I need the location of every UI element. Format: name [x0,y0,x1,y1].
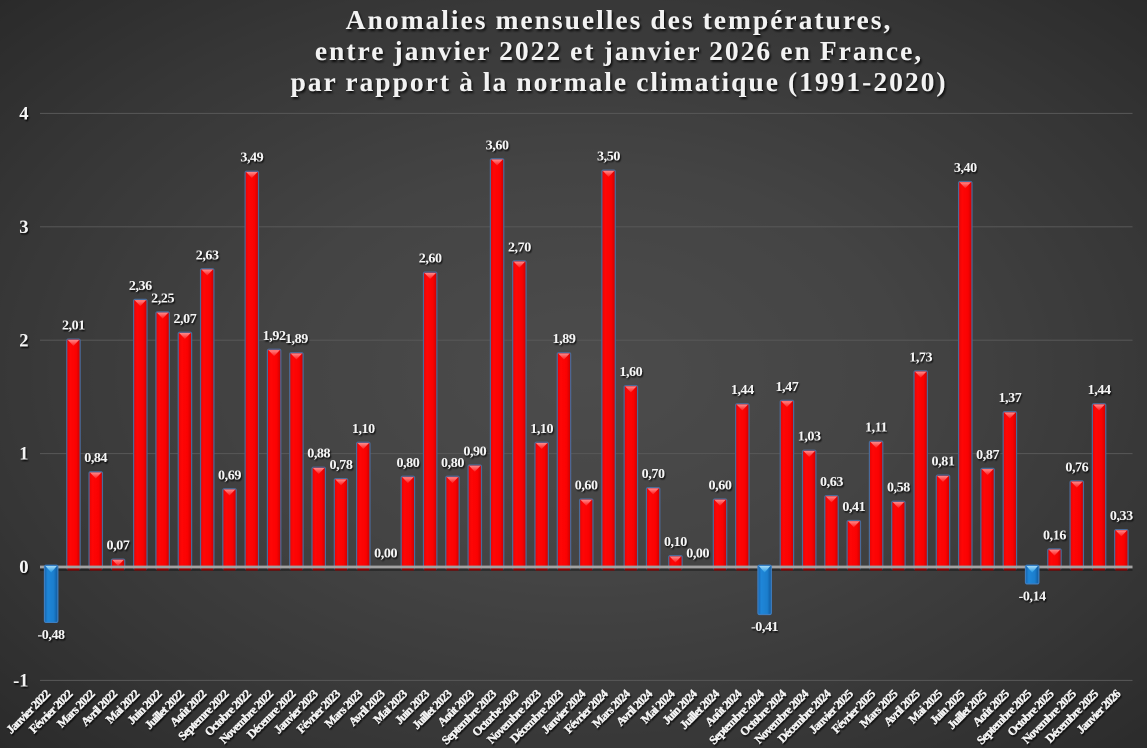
svg-text:0,80: 0,80 [441,456,464,471]
svg-text:1,03: 1,03 [798,430,821,445]
svg-text:2,63: 2,63 [196,248,219,263]
svg-text:-0,48: -0,48 [38,628,66,643]
svg-text:-0,14: -0,14 [1019,589,1047,604]
svg-text:-1: -1 [13,672,28,692]
svg-text:0,70: 0,70 [642,467,665,482]
svg-text:2: 2 [19,331,28,351]
svg-text:1,47: 1,47 [775,380,798,395]
svg-text:0,78: 0,78 [330,458,353,473]
svg-text:1,89: 1,89 [553,332,576,347]
svg-text:3: 3 [19,218,28,238]
svg-text:0,00: 0,00 [686,547,709,562]
svg-text:3,40: 3,40 [954,161,977,176]
svg-text:1,92: 1,92 [263,329,286,344]
svg-text:0,90: 0,90 [463,444,486,459]
svg-text:0,87: 0,87 [976,448,999,463]
svg-text:1,37: 1,37 [998,391,1021,406]
svg-text:0,88: 0,88 [307,447,330,462]
svg-text:2,25: 2,25 [151,291,174,306]
svg-text:0,33: 0,33 [1110,509,1133,524]
svg-text:3,50: 3,50 [597,150,620,165]
svg-text:0,00: 0,00 [374,547,397,562]
svg-text:0,84: 0,84 [84,451,107,466]
svg-text:-0,41: -0,41 [751,620,779,635]
svg-text:3,49: 3,49 [240,151,263,166]
svg-text:1,60: 1,60 [619,365,642,380]
svg-text:0,60: 0,60 [709,479,732,494]
svg-text:0,76: 0,76 [1065,460,1088,475]
svg-text:1: 1 [19,445,28,465]
svg-text:1,44: 1,44 [1088,383,1111,398]
svg-text:0,80: 0,80 [396,456,419,471]
svg-text:2,70: 2,70 [508,240,531,255]
svg-text:1,89: 1,89 [285,332,308,347]
svg-text:1,73: 1,73 [909,350,932,365]
svg-text:Anomalies mensuelles des tempé: Anomalies mensuelles des températures, [346,4,893,35]
svg-text:1,10: 1,10 [530,422,553,437]
svg-text:2,01: 2,01 [62,319,85,334]
svg-text:0,63: 0,63 [820,475,843,490]
svg-text:0,41: 0,41 [842,500,865,515]
svg-text:2,07: 2,07 [173,312,196,327]
svg-text:3,60: 3,60 [486,138,509,153]
svg-text:0,16: 0,16 [1043,528,1066,543]
svg-text:2,60: 2,60 [419,252,442,267]
svg-text:0,10: 0,10 [664,535,687,550]
svg-text:1,11: 1,11 [865,421,888,436]
svg-text:4: 4 [19,105,28,125]
svg-text:1,10: 1,10 [352,422,375,437]
svg-text:2,36: 2,36 [129,279,152,294]
svg-text:0: 0 [19,558,28,578]
svg-text:1,44: 1,44 [731,383,754,398]
svg-text:0,58: 0,58 [887,481,910,496]
svg-text:0,69: 0,69 [218,468,241,483]
svg-text:0,60: 0,60 [575,479,598,494]
svg-text:entre janvier 2022 et janvier: entre janvier 2022 et janvier 2026 en Fr… [315,35,923,66]
svg-text:0,07: 0,07 [107,539,130,554]
svg-text:0,81: 0,81 [932,455,955,470]
svg-text:par rapport à la normale clima: par rapport à la normale climatique (199… [291,66,948,97]
